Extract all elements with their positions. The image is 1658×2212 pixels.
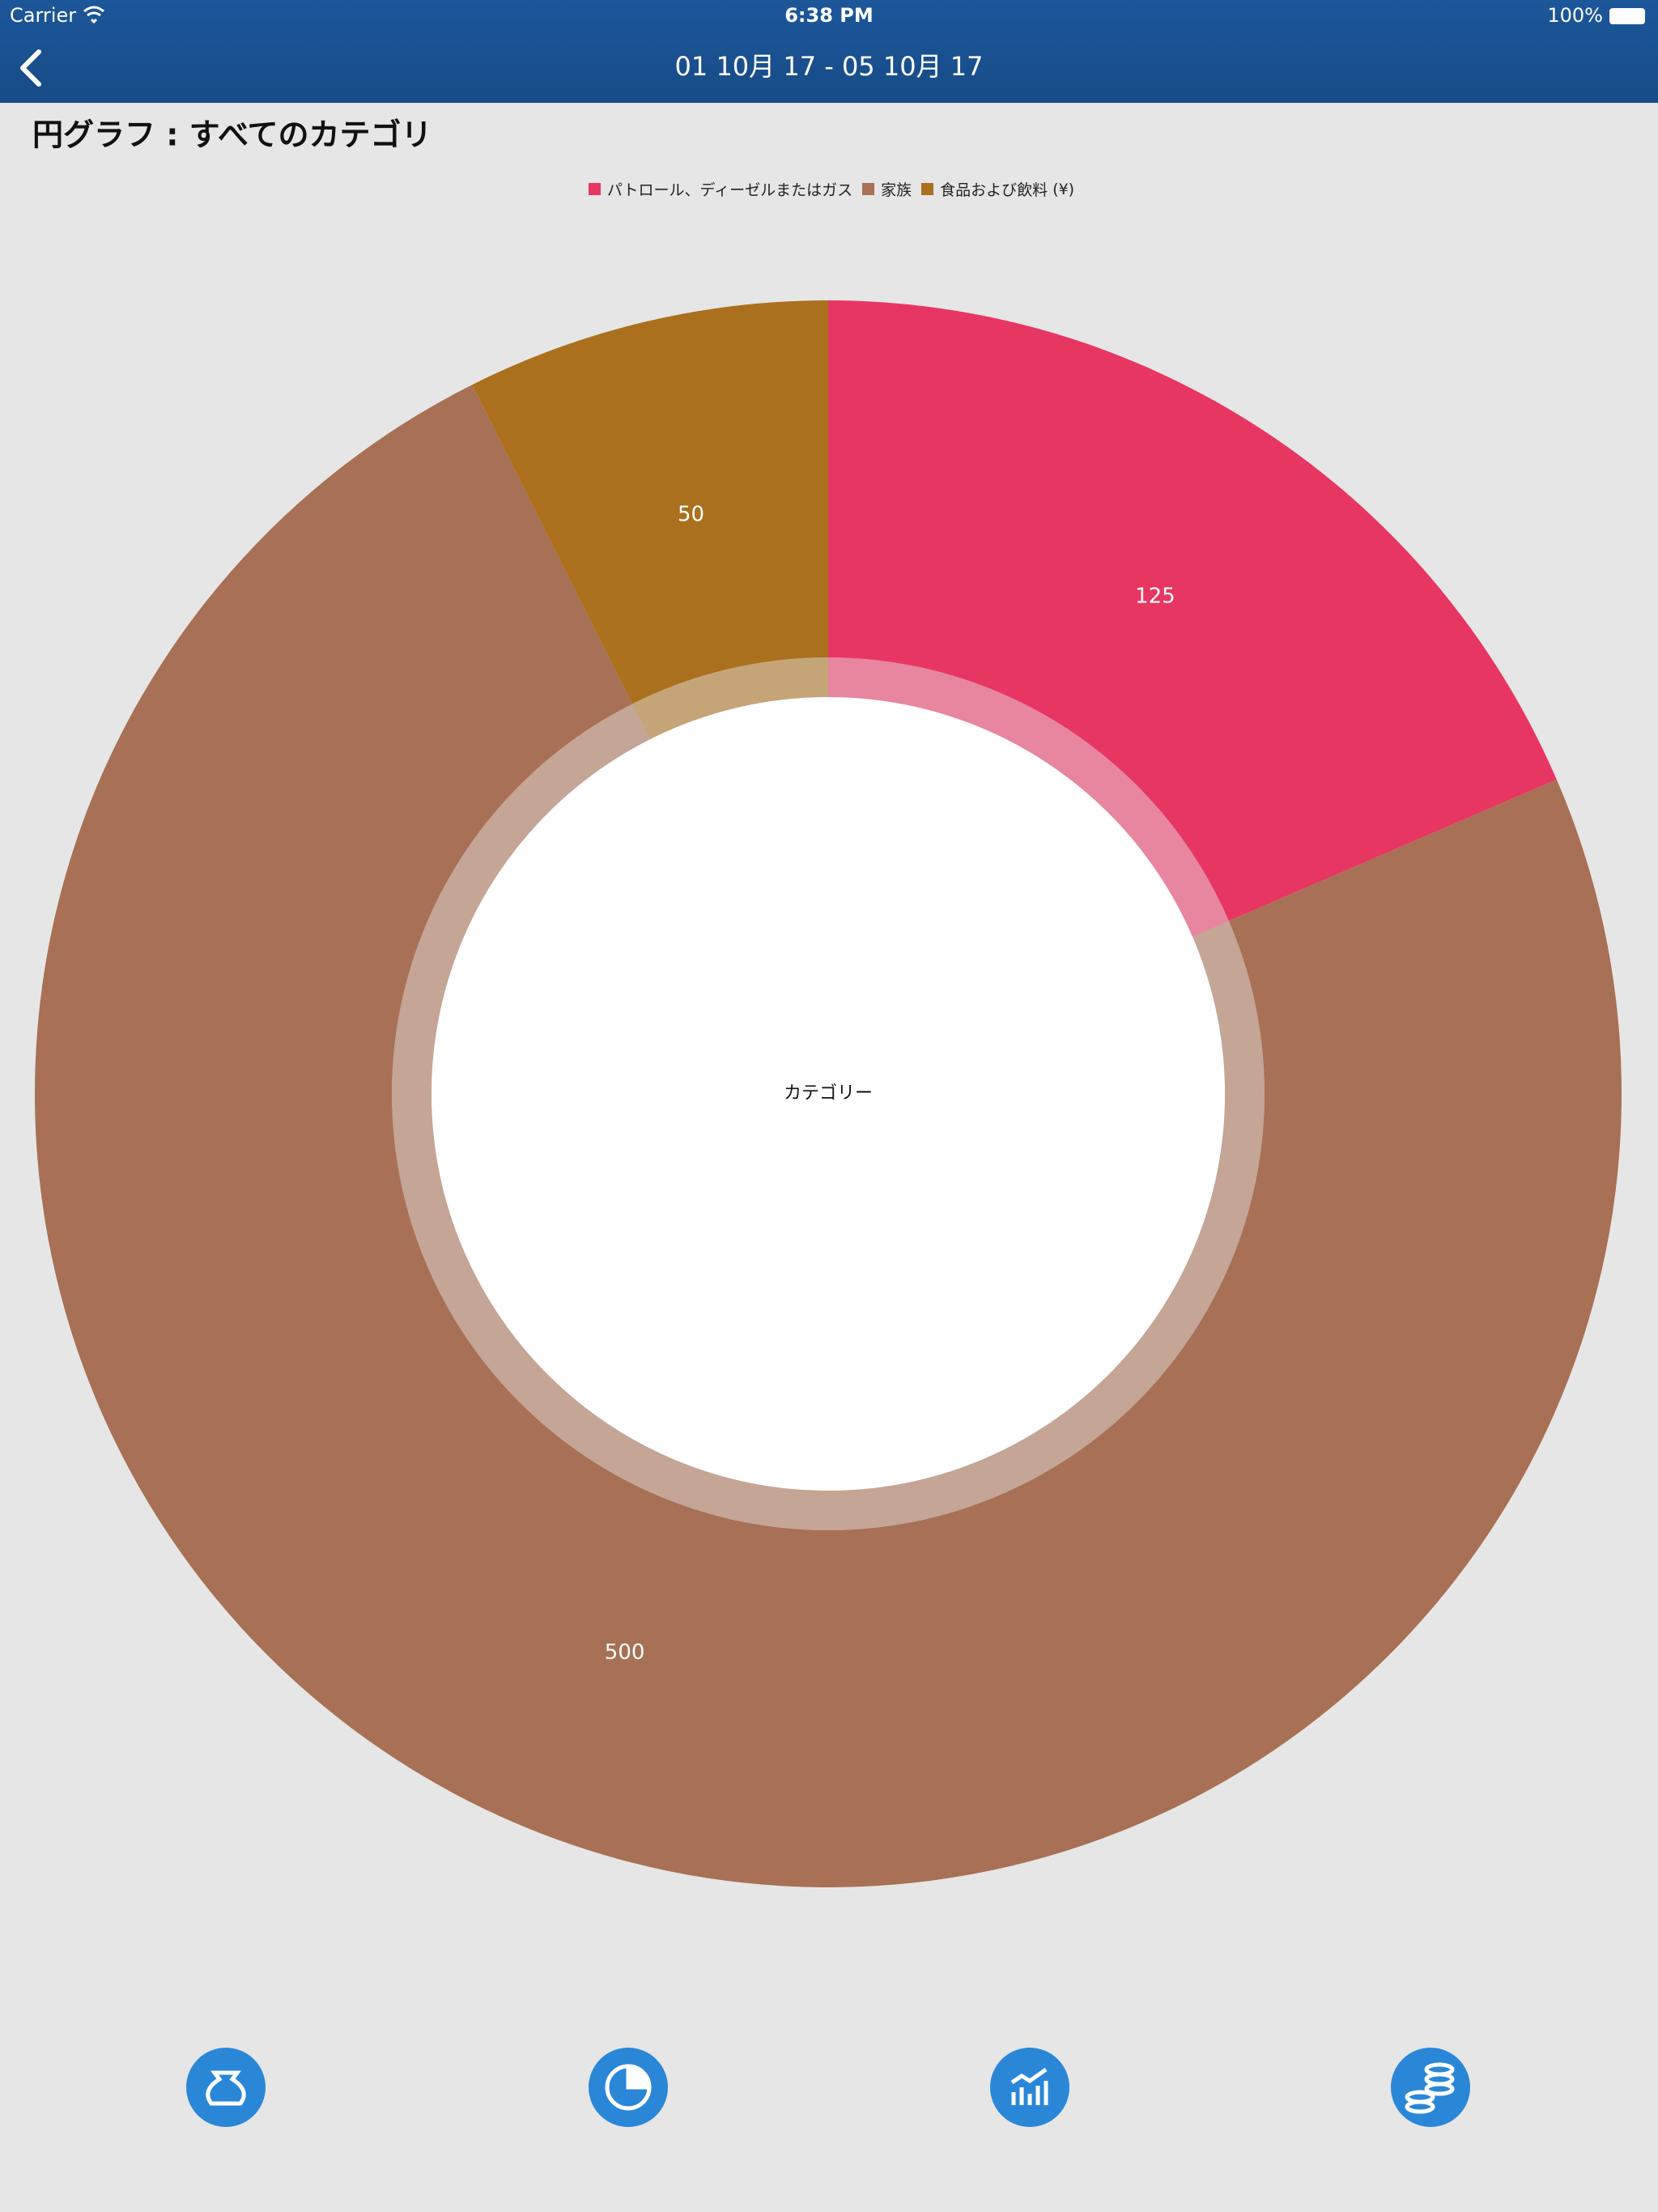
legend-unit: (¥) [1052, 180, 1075, 198]
legend: パトロール、ディーゼルまたはガス 家族 食品および飲料 (¥) [0, 178, 1658, 200]
tab-bar [186, 2048, 1470, 2127]
slice-inner-ring [828, 657, 1229, 937]
nav-title: 01 10月 17 - 05 10月 17 [675, 51, 984, 82]
back-button[interactable] [20, 49, 41, 87]
carrier: Carrier [10, 4, 76, 27]
time: 6:38 PM [784, 4, 874, 27]
legend-swatch [921, 183, 934, 195]
wifi-icon [83, 6, 104, 24]
battery-text: 100% [1547, 4, 1603, 27]
legend-item: パトロール、ディーゼルまたはガス [588, 178, 853, 200]
legend-swatch [588, 183, 601, 195]
slice [34, 385, 1622, 1888]
chart-title: 円グラフ : すべてのカテゴリ [32, 117, 432, 153]
legend-label: パトロール、ディーゼルまたはガス [606, 181, 853, 199]
value-label: 500 [605, 1640, 645, 1665]
legend-swatch [862, 183, 875, 195]
battery-icon [1609, 8, 1645, 24]
slice [828, 300, 1557, 921]
legend-label: 家族 [881, 181, 912, 199]
legend-item: 家族 [862, 178, 912, 200]
donut-hole [432, 697, 1225, 1491]
tab-stats[interactable] [990, 2048, 1069, 2127]
center-label: カテゴリー [784, 1083, 873, 1104]
slice-inner-ring [632, 657, 828, 740]
slice [472, 300, 828, 704]
nav-bar [0, 0, 1658, 103]
value-label: 125 [1135, 584, 1175, 608]
legend-label: 食品および飲料 [940, 181, 1048, 199]
legend-item: 食品および飲料 [921, 178, 1048, 200]
tab-budget[interactable] [186, 2048, 266, 2127]
value-label: 50 [678, 502, 704, 526]
tab-icons [206, 2062, 1455, 2114]
